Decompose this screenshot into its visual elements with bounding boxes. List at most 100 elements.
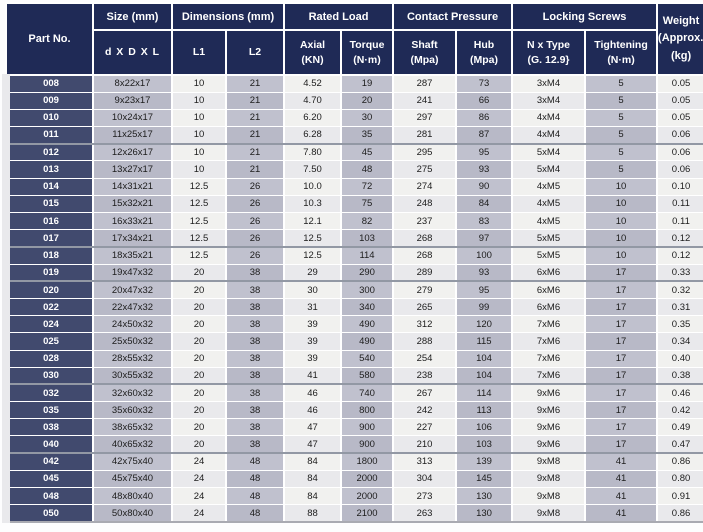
- spec-cell: 38: [226, 418, 286, 437]
- spec-cell: 10: [172, 109, 227, 128]
- spec-cell: 10: [585, 229, 659, 248]
- spec-cell: 0.80: [657, 470, 703, 489]
- spec-cell: 30: [284, 281, 343, 299]
- spec-cell: 12.5: [172, 229, 227, 248]
- spec-cell: 5xM5: [512, 229, 587, 248]
- spec-table-body: 008 8x22x17 10 21 4.52 19 287 73 3xM4 5 0.05 009 9x2…: [2, 75, 703, 524]
- spec-cell: 4xM5: [512, 195, 587, 214]
- spec-cell: 97: [456, 229, 514, 248]
- spec-cell: 84: [284, 453, 343, 471]
- weight-header-line1: Weight: [662, 14, 700, 27]
- spec-cell: 48: [226, 453, 286, 471]
- spec-cell: 6xM6: [512, 281, 587, 299]
- part-no-cell: 040: [2, 435, 94, 455]
- spec-cell: 10: [172, 160, 227, 179]
- spec-cell: 5: [585, 75, 659, 93]
- table-row: 009 9x23x17 10 21 4.70 20 241 66 3xM4 5 0.05: [2, 92, 703, 110]
- spec-cell: 0.11: [657, 212, 703, 231]
- spec-cell: 14x31x21: [93, 178, 173, 196]
- table-row: 010 10x24x17 10 21 6.20 30 297 86 4xM4 5 0.05: [2, 109, 703, 128]
- spec-cell: 22x47x32: [93, 298, 173, 317]
- spec-cell: 90: [456, 178, 514, 196]
- spec-cell: 38: [226, 384, 286, 403]
- spec-cell: 24: [172, 453, 227, 471]
- table-row: 015 15x32x21 12.5 26 10.3 75 248 84 4xM5 10 0.11: [2, 195, 703, 214]
- spec-cell: 20: [172, 435, 227, 455]
- table-row: 016 16x33x21 12.5 26 12.1 82 237 83 4xM5 10 0.11: [2, 212, 703, 231]
- spec-cell: 0.12: [657, 246, 703, 265]
- spec-cell: 9xM8: [512, 470, 587, 489]
- part-no-cell: 048: [2, 487, 94, 506]
- col-header-weight: Weight (Approx.) (kg): [656, 2, 703, 76]
- spec-cell: 86: [456, 109, 514, 128]
- spec-cell: 84: [456, 195, 514, 214]
- spec-cell: 93: [456, 160, 514, 179]
- spec-cell: 30x55x32: [93, 367, 173, 386]
- spec-cell: 26: [226, 195, 286, 214]
- spec-cell: 84: [284, 470, 343, 489]
- spec-cell: 82: [341, 212, 395, 231]
- spec-cell: 9xM6: [512, 435, 587, 455]
- col-group-contact-pressure: Contact Pressure: [392, 2, 514, 31]
- spec-cell: 0.46: [657, 384, 703, 403]
- part-no-cell: 016: [2, 212, 94, 231]
- spec-cell: 24: [172, 470, 227, 489]
- spec-cell: 490: [341, 332, 395, 351]
- spec-cell: 9xM8: [512, 504, 587, 524]
- spec-cell: 5: [585, 160, 659, 179]
- spec-cell: 12.5: [284, 229, 343, 248]
- spec-cell: 313: [393, 453, 458, 471]
- spec-cell: 20: [172, 281, 227, 299]
- spec-cell: 3xM4: [512, 75, 587, 93]
- table-row: 013 13x27x17 10 21 7.50 48 275 93 5xM4 5 0.06: [2, 160, 703, 179]
- spec-cell: 7.50: [284, 160, 343, 179]
- spec-cell: 12.5: [172, 178, 227, 196]
- col-group-rated-load: Rated Load: [283, 2, 395, 31]
- spec-cell: 130: [456, 487, 514, 506]
- col-header-part-no: Part No.: [5, 2, 94, 76]
- part-no-cell: 030: [2, 367, 94, 386]
- spec-cell: 41: [585, 504, 659, 524]
- spec-cell: 95: [456, 281, 514, 299]
- spec-table: Part No. Size (mm) Dimensions (mm) Rated…: [2, 2, 703, 524]
- spec-cell: 39: [284, 315, 343, 334]
- spec-cell: 295: [393, 143, 458, 162]
- table-row: 018 18x35x21 12.5 26 12.5 114 268 100 5xM5 10 0.12: [2, 246, 703, 265]
- col-group-locking-screws: Locking Screws: [511, 2, 659, 31]
- spec-cell: 26: [226, 246, 286, 265]
- spec-cell: 12.5: [172, 212, 227, 231]
- spec-cell: 0.34: [657, 332, 703, 351]
- spec-cell: 268: [393, 246, 458, 265]
- spec-cell: 21: [226, 160, 286, 179]
- spec-cell: 6.28: [284, 126, 343, 145]
- axial-unit: (KN): [301, 53, 324, 66]
- spec-cell: 38: [226, 401, 286, 420]
- spec-cell: 46: [284, 401, 343, 420]
- col-header-torque: Torque (N·m): [340, 29, 395, 76]
- spec-cell: 8x22x17: [93, 75, 173, 93]
- spec-cell: 17: [585, 384, 659, 403]
- spec-cell: 20: [172, 384, 227, 403]
- spec-cell: 0.05: [657, 92, 703, 110]
- spec-cell: 45x75x40: [93, 470, 173, 489]
- spec-cell: 740: [341, 384, 395, 403]
- spec-cell: 238: [393, 367, 458, 386]
- spec-cell: 5xM4: [512, 160, 587, 179]
- spec-cell: 7xM6: [512, 315, 587, 334]
- col-header-l2: L2: [224, 29, 286, 76]
- spec-cell: 26: [226, 178, 286, 196]
- table-row: 035 35x60x32 20 38 46 800 242 113 9xM6 17 0.42: [2, 401, 703, 420]
- spec-cell: 20: [172, 332, 227, 351]
- spec-cell: 120: [456, 315, 514, 334]
- spec-cell: 10: [585, 195, 659, 214]
- spec-cell: 16x33x21: [93, 212, 173, 231]
- part-no-cell: 045: [2, 470, 94, 489]
- table-row: 042 42x75x40 24 48 84 1800 313 139 9xM8 41 0.86: [2, 453, 703, 471]
- table-row: 040 40x65x32 20 38 47 900 210 103 9xM6 17 0.47: [2, 435, 703, 455]
- spec-cell: 21: [226, 75, 286, 93]
- col-header-axial: Axial (KN): [283, 29, 343, 76]
- spec-cell: 0.06: [657, 126, 703, 145]
- spec-cell: 0.33: [657, 264, 703, 283]
- weight-header-line3: (kg): [670, 49, 692, 62]
- spec-cell: 20: [172, 315, 227, 334]
